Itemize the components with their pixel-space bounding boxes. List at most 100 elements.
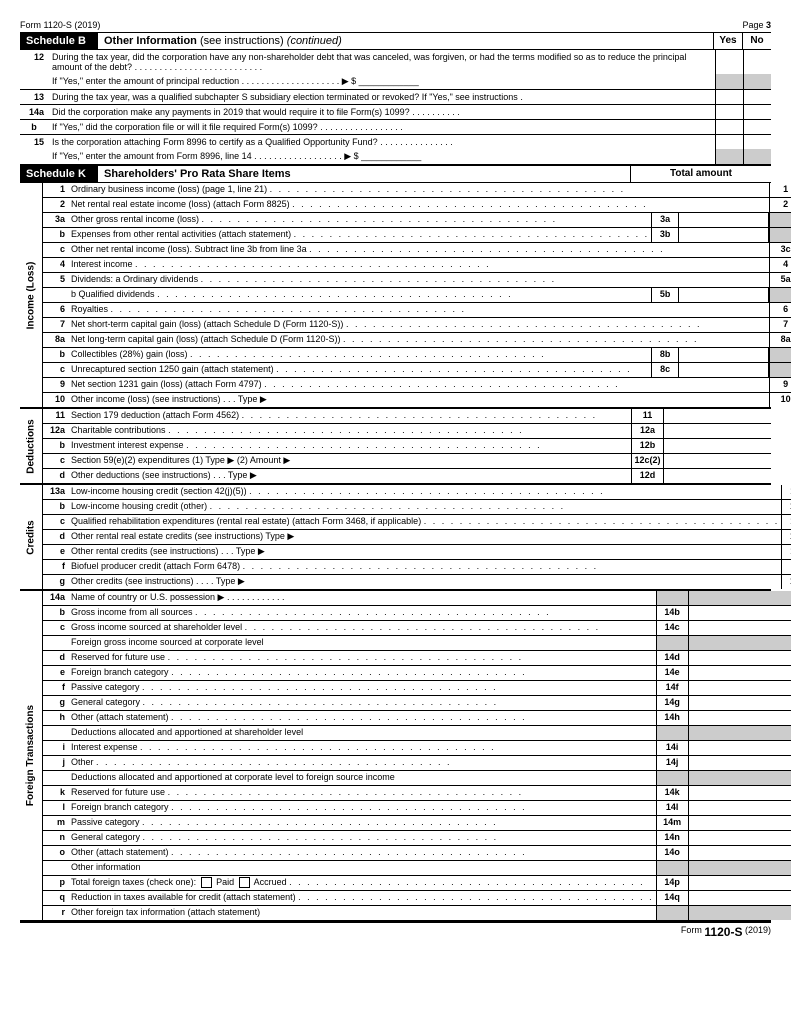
foreign-section: Foreign Transactions 14aName of country …	[20, 591, 771, 921]
k-line-num: 5	[43, 273, 69, 287]
row-14a-no[interactable]	[743, 105, 771, 119]
k-row: Deductions allocated and apportioned at …	[43, 771, 791, 786]
k-line-desc: Gross income from all sources . . . . . …	[69, 606, 656, 620]
k-line-desc: Other (attach statement) . . . . . . . .…	[69, 846, 656, 860]
k-line-desc: Gross income sourced at shareholder leve…	[69, 621, 656, 635]
amount-cell[interactable]	[663, 409, 771, 423]
amount-cell[interactable]	[663, 469, 771, 483]
page-num: Page 3	[742, 20, 771, 30]
row-14a-yes[interactable]	[715, 105, 743, 119]
k-line-desc: Ordinary business income (loss) (page 1,…	[69, 183, 769, 197]
k-line-desc: Other credits (see instructions) . . . .…	[69, 575, 781, 589]
amount-cell[interactable]	[688, 651, 791, 665]
mid-line-label: 3b	[651, 228, 679, 242]
k-row: iInterest expense . . . . . . . . . . . …	[43, 741, 791, 756]
line-ref-cell	[769, 228, 791, 242]
line-ref-cell: 12a	[631, 424, 663, 438]
row-13-yes[interactable]	[715, 90, 743, 104]
schedule-k-body: Income (Loss) 1Ordinary business income …	[20, 183, 771, 921]
mid-line-value[interactable]	[679, 363, 769, 377]
k-line-num: l	[43, 801, 69, 815]
k-row: mPassive category . . . . . . . . . . . …	[43, 816, 791, 831]
k-row: Foreign gross income sourced at corporat…	[43, 636, 791, 651]
k-line-num: 1	[43, 183, 69, 197]
k-line-num: 11	[43, 409, 69, 423]
row-15-no[interactable]	[743, 135, 771, 149]
k-line-num: f	[43, 681, 69, 695]
line-ref-cell: 13e	[781, 545, 791, 559]
k-row: rOther foreign tax information (attach s…	[43, 906, 791, 920]
k-line-num	[43, 636, 69, 650]
k-line-num: e	[43, 545, 69, 559]
mid-line-value[interactable]	[679, 213, 769, 227]
amount-cell[interactable]	[688, 756, 791, 770]
amount-cell[interactable]	[688, 741, 791, 755]
k-row: eForeign branch category . . . . . . . .…	[43, 666, 791, 681]
amount-cell[interactable]	[688, 711, 791, 725]
amount-cell[interactable]	[688, 816, 791, 830]
line-ref-cell	[769, 363, 791, 377]
row-14b-no[interactable]	[743, 120, 771, 134]
row-12-yes[interactable]	[715, 50, 743, 74]
yes-col-header: Yes	[714, 33, 742, 49]
row-13-no[interactable]	[743, 90, 771, 104]
k-line-desc: Total foreign taxes (check one): Paid Ac…	[69, 876, 656, 890]
k-row: fBiofuel producer credit (attach Form 64…	[43, 560, 791, 575]
line-ref-cell: 13c	[781, 515, 791, 529]
k-line-desc: Other (attach statement) . . . . . . . .…	[69, 711, 656, 725]
k-row: 7Net short-term capital gain (loss) (att…	[43, 318, 791, 333]
mid-line-value[interactable]	[679, 228, 769, 242]
amount-cell	[688, 771, 791, 785]
k-row: bLow-income housing credit (other) . . .…	[43, 500, 791, 515]
line-ref-cell: 12b	[631, 439, 663, 453]
page-footer: Form 1120-S (2019)	[20, 921, 771, 939]
amount-cell[interactable]	[663, 439, 771, 453]
line-ref-cell: 14g	[656, 696, 688, 710]
amount-cell[interactable]	[688, 786, 791, 800]
line-ref-cell: 13a	[781, 485, 791, 499]
checkbox[interactable]	[201, 877, 212, 888]
line-ref-cell: 1	[769, 183, 791, 197]
amount-cell[interactable]	[688, 891, 791, 905]
amount-cell[interactable]	[688, 681, 791, 695]
line-ref-cell: 13g	[781, 575, 791, 589]
amount-cell[interactable]	[688, 801, 791, 815]
amount-cell[interactable]	[688, 621, 791, 635]
amount-cell[interactable]	[688, 666, 791, 680]
form-id: Form 1120-S (2019)	[20, 20, 100, 30]
k-line-desc: Biofuel producer credit (attach Form 647…	[69, 560, 781, 574]
k-row: bExpenses from other rental activities (…	[43, 228, 791, 243]
mid-line-value[interactable]	[679, 288, 769, 302]
row-12-no[interactable]	[743, 50, 771, 74]
k-row: jOther . . . . . . . . . . . . . . . . .…	[43, 756, 791, 771]
line-ref-cell: 14p	[656, 876, 688, 890]
mid-line-label: 8c	[651, 363, 679, 377]
amount-cell[interactable]	[688, 696, 791, 710]
k-row: dOther rental real estate credits (see i…	[43, 530, 791, 545]
checkbox[interactable]	[239, 877, 250, 888]
line-ref-cell: 14o	[656, 846, 688, 860]
k-row: 5Dividends: a Ordinary dividends . . . .…	[43, 273, 791, 288]
amount-cell[interactable]	[688, 831, 791, 845]
amount-cell[interactable]	[663, 424, 771, 438]
k-line-num: b	[43, 606, 69, 620]
amount-cell[interactable]	[688, 846, 791, 860]
k-line-num: c	[43, 515, 69, 529]
k-line-desc: Other income (loss) (see instructions) .…	[69, 393, 769, 407]
line-ref-cell: 14m	[656, 816, 688, 830]
line-ref-cell: 2	[769, 198, 791, 212]
k-line-num: n	[43, 831, 69, 845]
k-line-num: 3a	[43, 213, 69, 227]
k-line-num: d	[43, 530, 69, 544]
schedule-b-header: Schedule B Other Information (see instru…	[20, 33, 771, 50]
k-line-num: c	[43, 363, 69, 377]
k-row: cGross income sourced at shareholder lev…	[43, 621, 791, 636]
row-15-yes[interactable]	[715, 135, 743, 149]
amount-cell[interactable]	[663, 454, 771, 468]
amount-cell[interactable]	[688, 606, 791, 620]
amount-cell[interactable]	[688, 876, 791, 890]
k-row: 9Net section 1231 gain (loss) (attach Fo…	[43, 378, 791, 393]
mid-line-value[interactable]	[679, 348, 769, 362]
k-line-num: 6	[43, 303, 69, 317]
row-14b-yes[interactable]	[715, 120, 743, 134]
